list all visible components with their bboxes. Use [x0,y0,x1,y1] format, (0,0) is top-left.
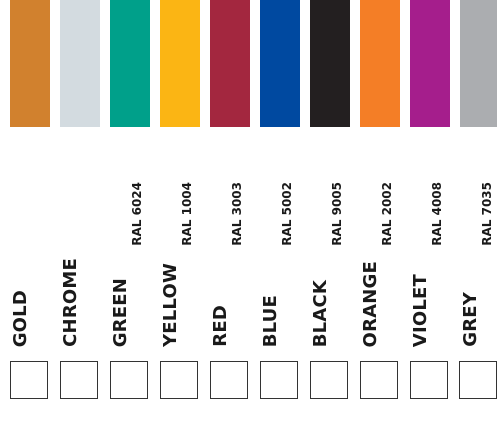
checkbox-blue[interactable] [260,361,298,399]
label-col-grey: GREY RAL 7035 [450,127,497,357]
label-col-chrome: CHROME [50,127,100,357]
label-col-gold: GOLD [0,127,50,357]
ral-code-label: RAL 3003 [230,182,244,246]
label-col-orange: ORANGE RAL 2002 [350,127,400,357]
swatch-green [110,0,150,127]
color-name-label: VIOLET [410,273,431,347]
label-col-yellow: YELLOW RAL 1004 [150,127,200,357]
checkbox-chrome[interactable] [60,361,98,399]
color-name-label: GOLD [10,289,31,347]
ral-code-label: RAL 7035 [480,182,494,246]
color-labels: GOLD CHROME GREEN RAL 6024 YELLOW RAL 10… [0,127,497,357]
swatch-violet [410,0,450,127]
ral-code-label: RAL 1004 [180,182,194,246]
color-name-label: CHROME [60,258,81,347]
swatch-blue [260,0,300,127]
checkbox-gold[interactable] [10,361,48,399]
ral-code-label: RAL 2002 [380,182,394,246]
checkbox-orange[interactable] [360,361,398,399]
checkbox-violet[interactable] [410,361,448,399]
color-name-label: BLUE [260,294,281,347]
color-name-label: GREEN [110,277,131,347]
color-name-label: ORANGE [360,260,381,347]
checkbox-black[interactable] [310,361,348,399]
swatch-yellow [160,0,200,127]
swatch-chrome [60,0,100,127]
label-col-blue: BLUE RAL 5002 [250,127,300,357]
color-swatch-row [0,0,497,127]
color-name-label: YELLOW [160,263,181,347]
checkbox-grey[interactable] [459,361,497,399]
label-col-black: BLACK RAL 9005 [300,127,350,357]
color-name-label: RED [210,305,231,347]
label-col-violet: VIOLET RAL 4008 [400,127,450,357]
ral-code-label: RAL 9005 [330,182,344,246]
label-col-green: GREEN RAL 6024 [100,127,150,357]
swatch-black [310,0,350,127]
checkbox-red[interactable] [210,361,248,399]
label-col-red: RED RAL 3003 [200,127,250,357]
checkbox-green[interactable] [110,361,148,399]
color-name-label: GREY [460,292,481,347]
ral-code-label: RAL 5002 [280,182,294,246]
swatch-orange [360,0,400,127]
ral-code-label: RAL 4008 [430,182,444,246]
checkbox-yellow[interactable] [160,361,198,399]
swatch-red [210,0,250,127]
swatch-gold [10,0,50,127]
color-name-label: BLACK [310,279,331,347]
ral-code-label: RAL 6024 [130,182,144,246]
swatch-grey [460,0,497,127]
